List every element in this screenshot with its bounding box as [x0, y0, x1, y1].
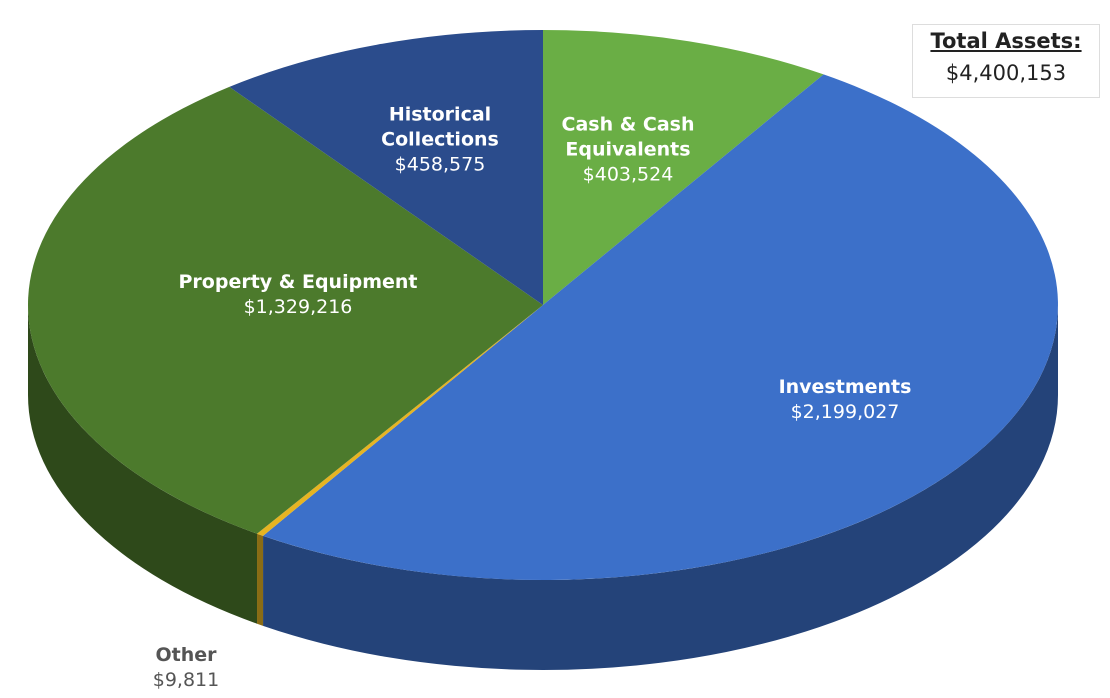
total-value: $4,400,153 [945, 61, 1067, 85]
total-title: Total Assets: [930, 29, 1082, 53]
category-label: Investments [778, 376, 912, 398]
category-label: Historical Collections [381, 103, 499, 151]
slice-side [263, 305, 1058, 671]
slice-label: Other $9,811 [126, 643, 246, 693]
slice-side [257, 533, 264, 626]
value-label: $9,811 [152, 669, 220, 691]
category-label: Property & Equipment [178, 271, 418, 293]
value-label: $2,199,027 [790, 401, 900, 423]
value-label: $1,329,216 [243, 296, 353, 318]
slice-label: Investments $2,199,027 [735, 375, 955, 425]
slice [257, 305, 543, 536]
slice-label: Property & Equipment $1,329,216 [148, 270, 448, 320]
category-label: Other [155, 644, 217, 666]
value-label: $458,575 [394, 153, 486, 176]
total-box: Total Assets: $4,400,153 [912, 24, 1100, 98]
slice [263, 74, 1058, 580]
slice [543, 30, 824, 305]
slice [28, 86, 544, 534]
value-label: $403,524 [582, 163, 674, 186]
slice-side [28, 305, 258, 624]
category-label: Cash & Cash Equivalents [561, 113, 695, 161]
slice [229, 29, 543, 305]
slice-label: Historical Collections $458,575 [380, 103, 500, 178]
slice-label: Cash & Cash Equivalents $403,524 [553, 113, 703, 188]
